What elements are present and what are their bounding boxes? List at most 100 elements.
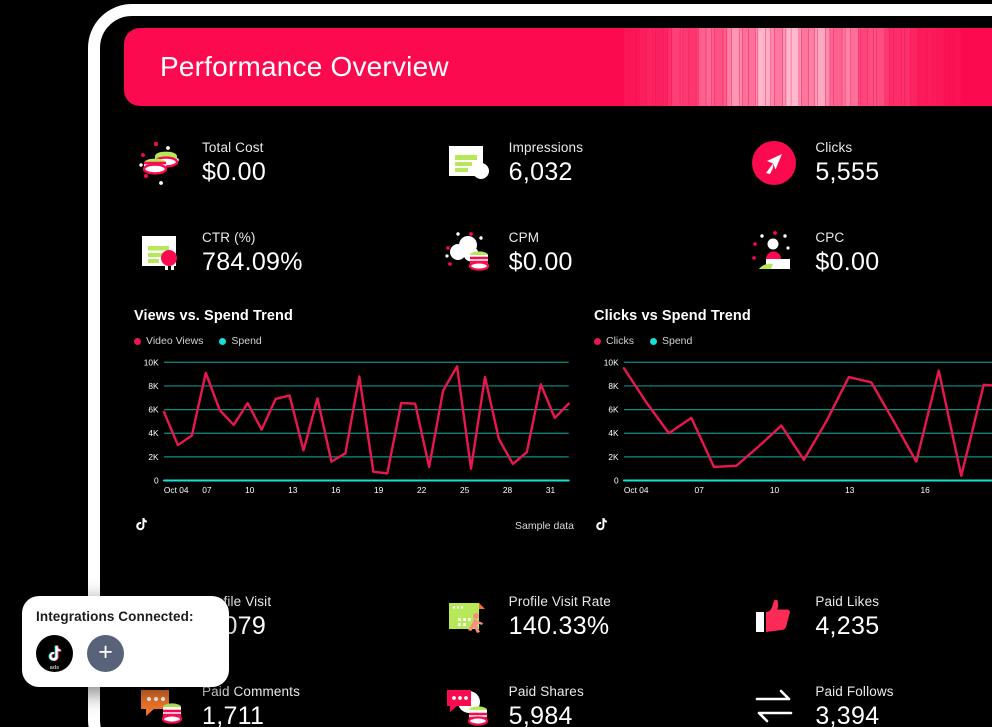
add-integration-button[interactable]: + <box>87 635 124 672</box>
legend-dot-icon <box>134 337 141 345</box>
cursor-arrow-icon <box>747 136 801 190</box>
legend-item-1[interactable]: Spend <box>650 335 692 347</box>
kpi-label: Profile Visit Rate <box>508 593 611 609</box>
person-card-icon <box>747 226 801 280</box>
svg-text:10: 10 <box>770 485 780 495</box>
document-chart-icon <box>134 226 188 280</box>
svg-text:10: 10 <box>245 485 255 495</box>
kpi-paid-likes[interactable]: Paid Likes 4,235 <box>737 572 992 662</box>
svg-text:6K: 6K <box>148 405 159 415</box>
svg-text:13: 13 <box>845 485 855 495</box>
kpi-value: 5,555 <box>815 157 880 186</box>
sample-data-note: Sample data <box>515 520 574 532</box>
page-header: Performance Overview <box>124 28 992 106</box>
chart-footer: Sample data <box>134 514 574 532</box>
chart-views-vs-spend[interactable]: Views vs. Spend Trend Video Views Spend … <box>124 308 584 554</box>
document-lines-icon <box>441 136 495 190</box>
kpi-value: 4,235 <box>815 611 880 640</box>
kpi-label: Impressions <box>508 139 584 155</box>
kpi-impressions[interactable]: Impressions 6,032 <box>431 118 738 208</box>
svg-text:2K: 2K <box>148 452 159 462</box>
svg-text:8K: 8K <box>608 381 619 391</box>
svg-text:0: 0 <box>154 476 159 486</box>
svg-text:4K: 4K <box>608 428 619 438</box>
svg-text:31: 31 <box>546 485 556 495</box>
svg-text:16: 16 <box>331 485 341 495</box>
kpi-value: 784.09% <box>202 247 303 276</box>
svg-text:13: 13 <box>288 485 298 495</box>
comment-bubbles-icon <box>441 680 495 727</box>
legend-item-1[interactable]: Spend <box>219 335 262 347</box>
stripe-svg <box>624 28 948 106</box>
svg-text:4K: 4K <box>148 428 159 438</box>
chart-title: Views vs. Spend Trend <box>134 308 293 324</box>
legend-dot-icon <box>594 337 601 345</box>
kpi-value: $0.00 <box>202 157 267 186</box>
kpi-value: 5,984 <box>508 701 573 727</box>
chart-legend: Video Views Spend <box>134 335 574 347</box>
chart-plot-area: 0 2K 4K 6K 8K 10K Oct 04 07 10 13 16 19 22 25 28 31 <box>134 357 574 507</box>
kpi-value: $0.00 <box>815 247 880 276</box>
chart-clicks-vs-spend[interactable]: Clicks vs Spend Trend Clicks Spend 0 2K 4K… <box>584 308 992 554</box>
kpi-value: $0.00 <box>508 247 573 276</box>
chart-legend: Clicks Spend <box>594 335 992 347</box>
tiktok-ads-icon[interactable]: ads <box>36 635 73 672</box>
kpi-paid-follows[interactable]: Paid Follows 3,394 <box>737 662 992 727</box>
kpi-label: CPC <box>815 229 845 245</box>
exchange-arrows-icon <box>747 680 801 727</box>
kpi-value: 1,711 <box>202 701 265 727</box>
comment-coins-icon <box>134 680 188 727</box>
kpi-cpm[interactable]: CPM $0.00 <box>431 208 738 298</box>
kpi-total-cost[interactable]: Total Cost $0.00 <box>124 118 431 208</box>
legend-label: Spend <box>662 335 693 347</box>
charts-section: Views vs. Spend Trend Video Views Spend … <box>124 308 992 554</box>
svg-text:Oct 04: Oct 04 <box>624 485 649 495</box>
svg-text:8K: 8K <box>148 381 159 391</box>
svg-text:10K: 10K <box>604 357 619 367</box>
kpi-row-4: Paid Comments 1,711 <box>124 662 992 727</box>
tiktok-logo-icon <box>596 518 607 531</box>
svg-text:07: 07 <box>202 485 212 495</box>
chart-svg: 0 2K 4K 6K 8K 10K Oct 04 07 10 13 16 19 22 25 28 31 <box>144 357 574 495</box>
integrations-title: Integrations Connected: <box>36 609 194 624</box>
kpi-profile-visit-rate[interactable]: Profile Visit Rate 140.33% <box>431 572 738 662</box>
coins-icon <box>134 136 188 190</box>
legend-label: Spend <box>231 335 262 347</box>
legend-dot-icon <box>219 337 227 345</box>
kpi-clicks[interactable]: Clicks 5,555 <box>737 118 992 208</box>
thumbs-up-icon <box>747 590 801 644</box>
kpi-paid-comments[interactable]: Paid Comments 1,711 <box>124 662 431 727</box>
svg-text:16: 16 <box>920 485 930 495</box>
kpi-paid-shares[interactable]: Paid Shares 5,984 <box>431 662 738 727</box>
kpi-label: Total Cost <box>202 139 264 155</box>
kpi-ctr[interactable]: CTR (%) 784.09% <box>124 208 431 298</box>
legend-label: Clicks <box>606 335 634 347</box>
cloud-coins-icon <box>441 226 495 280</box>
kpi-grid-top: Total Cost $0.00 <box>124 118 992 298</box>
kpi-label: Clicks <box>815 139 853 155</box>
tiktok-logo-icon <box>136 518 147 531</box>
svg-text:07: 07 <box>695 485 705 495</box>
legend-label: Video Views <box>146 335 204 347</box>
page-title: Performance Overview <box>160 51 449 82</box>
svg-text:22: 22 <box>417 485 427 495</box>
legend-item-0[interactable]: Video Views <box>134 335 203 347</box>
svg-text:2K: 2K <box>608 452 619 462</box>
kpi-label: CTR (%) <box>202 229 256 245</box>
dashboard-screen: Performance Overview <box>110 22 992 727</box>
header-stripe-decoration <box>624 28 992 106</box>
legend-dot-icon <box>650 337 657 345</box>
kpi-cpc[interactable]: CPC $0.00 <box>737 208 992 298</box>
tiktok-ads-label: ads <box>49 665 60 671</box>
svg-text:0: 0 <box>614 476 619 486</box>
kpi-grid-bottom: Profile Visit 2,079 <box>124 572 992 727</box>
kpi-value: 6,032 <box>508 157 573 186</box>
kpi-label: Paid Follows <box>815 683 894 699</box>
chart-footer <box>594 514 992 532</box>
svg-text:28: 28 <box>503 485 513 495</box>
kpi-row-3: Profile Visit 2,079 <box>124 572 992 662</box>
legend-item-0[interactable]: Clicks <box>594 335 634 347</box>
